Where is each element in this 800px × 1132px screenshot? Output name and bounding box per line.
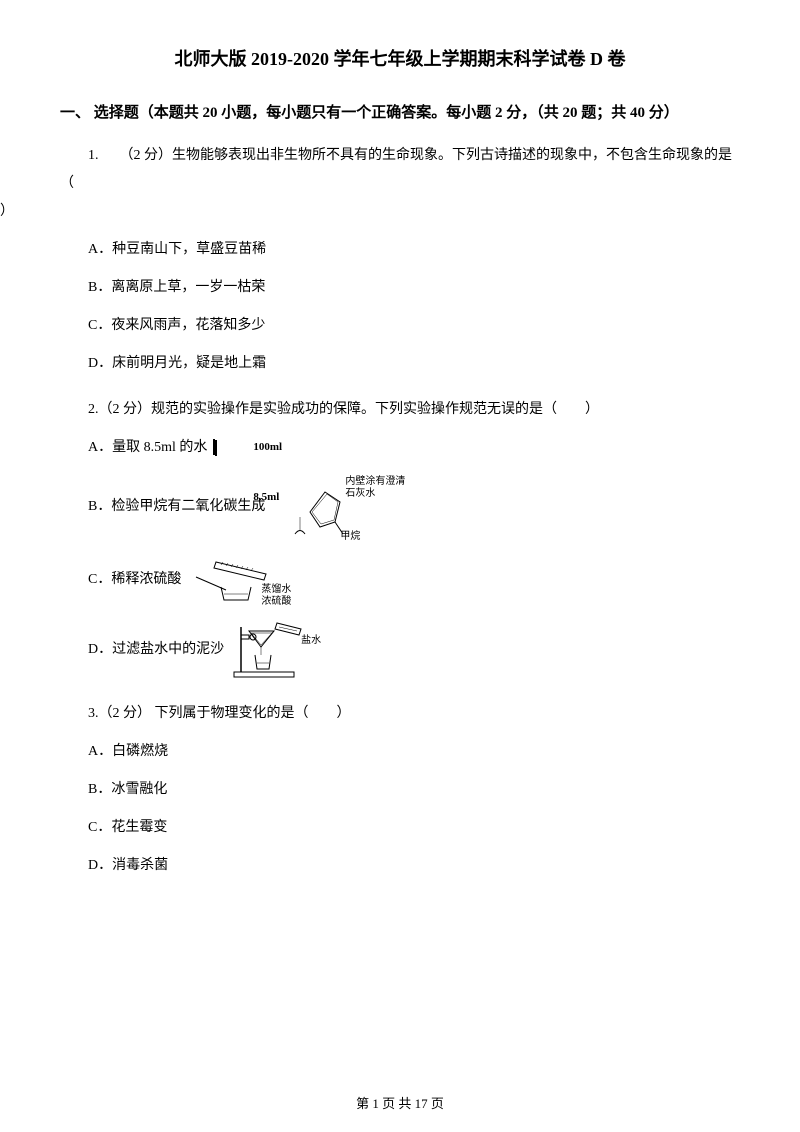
methane-label: 甲烷 <box>340 527 360 547</box>
q1-stem: 1. （2 分）生物能够表现出非生物所不具有的生命现象。下列古诗描述的现象中，不… <box>60 142 740 198</box>
q2-stem-text: 规范的实验操作是实验成功的保障。下列实验操作规范无误的是（ ） <box>151 402 599 417</box>
lime-water-label-2: 石灰水 <box>345 484 375 504</box>
dilute-acid-diagram: 蒸馏水 浓硫酸 <box>186 552 316 607</box>
question-1: 1. （2 分）生物能够表现出非生物所不具有的生命现象。下列古诗描述的现象中，不… <box>60 142 740 378</box>
methane-test-diagram: 内壁涂有澄清 石灰水 甲烷 <box>285 472 415 542</box>
q3-number: 3. <box>88 706 99 721</box>
q2-option-c: C．稀释浓硫酸 蒸馏水 浓硫酸 <box>88 552 740 607</box>
q2-stem: 2.（2 分）规范的实验操作是实验成功的保障。下列实验操作规范无误的是（ ） <box>60 396 740 424</box>
cylinder-label-85ml: 8.5ml <box>253 486 279 508</box>
section-header: 一、 选择题（本题共 20 小题，每小题只有一个正确答案。每小题 2 分，（共 … <box>60 101 740 122</box>
q1-option-c: C．夜来风雨声，花落知多少 <box>88 312 740 340</box>
question-2: 2.（2 分）规范的实验操作是实验成功的保障。下列实验操作规范无误的是（ ） A… <box>60 396 740 682</box>
q2-option-a-text: A．量取 8.5ml 的水 <box>88 434 207 462</box>
q2-option-d-text: D．过滤盐水中的泥沙 <box>88 636 224 664</box>
filter-salt-diagram: 盐水 <box>229 617 339 682</box>
q1-option-a: A．种豆南山下，草盛豆苗稀 <box>88 236 740 264</box>
question-3: 3.（2 分） 下列属于物理变化的是（ ） A．白磷燃烧 B．冰雪融化 C．花生… <box>60 700 740 880</box>
q3-stem: 3.（2 分） 下列属于物理变化的是（ ） <box>60 700 740 728</box>
q3-option-b: B．冰雪融化 <box>88 776 740 804</box>
q1-points: （2 分） <box>127 148 173 163</box>
q2-points: （2 分） <box>99 402 152 417</box>
q1-stem-end: ） <box>0 198 740 226</box>
q3-option-a: A．白磷燃烧 <box>88 738 740 766</box>
q1-number: 1. <box>88 148 99 163</box>
salt-water-label: 盐水 <box>301 631 321 651</box>
exam-title: 北师大版 2019-2020 学年七年级上学期期末科学试卷 D 卷 <box>60 45 740 71</box>
q2-option-b: B．检验甲烷有二氧化碳生成 内壁涂有澄清 石灰水 甲烷 <box>88 472 740 542</box>
q2-option-a: A．量取 8.5ml 的水 100ml 8.5ml <box>88 434 740 462</box>
q2-option-d: D．过滤盐水中的泥沙 盐水 <box>88 617 740 682</box>
q1-option-d: D．床前明月光，疑是地上霜 <box>88 350 740 378</box>
q2-option-c-text: C．稀释浓硫酸 <box>88 566 181 594</box>
q3-points: （2 分） <box>99 706 152 721</box>
q2-option-b-text: B．检验甲烷有二氧化碳生成 <box>88 493 265 521</box>
q3-option-c: C．花生霉变 <box>88 814 740 842</box>
q1-option-b: B．离离原上草，一岁一枯荣 <box>88 274 740 302</box>
q3-stem-text: 下列属于物理变化的是（ ） <box>151 706 351 721</box>
conc-acid-label: 浓硫酸 <box>261 592 291 612</box>
q3-option-d: D．消毒杀菌 <box>88 852 740 880</box>
page-footer: 第 1 页 共 17 页 <box>0 1093 800 1112</box>
cylinder-label-100ml: 100ml <box>253 436 282 458</box>
q2-number: 2. <box>88 402 99 417</box>
